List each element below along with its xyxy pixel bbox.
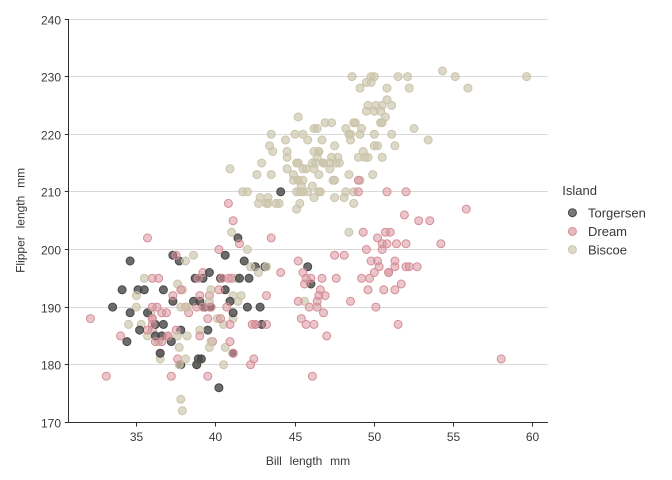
svg-text:220: 220 (41, 128, 61, 142)
svg-text:210: 210 (41, 185, 61, 199)
svg-text:Dream: Dream (588, 224, 627, 239)
svg-text:35: 35 (130, 430, 144, 444)
svg-text:200: 200 (41, 243, 61, 257)
svg-text:Island: Island (562, 183, 597, 198)
svg-text:Flipper length mm: Flipper length mm (14, 168, 28, 273)
svg-text:60: 60 (526, 430, 540, 444)
svg-text:Biscoe: Biscoe (588, 242, 627, 257)
svg-text:50: 50 (368, 430, 382, 444)
svg-text:40: 40 (209, 430, 223, 444)
svg-text:240: 240 (41, 13, 61, 27)
svg-text:180: 180 (41, 358, 61, 372)
svg-text:55: 55 (447, 430, 461, 444)
svg-text:190: 190 (41, 301, 61, 315)
svg-text:Bill length mm: Bill length mm (266, 454, 350, 468)
svg-text:230: 230 (41, 70, 61, 84)
svg-text:45: 45 (289, 430, 303, 444)
svg-text:Torgersen: Torgersen (588, 205, 646, 220)
svg-text:170: 170 (41, 416, 61, 430)
